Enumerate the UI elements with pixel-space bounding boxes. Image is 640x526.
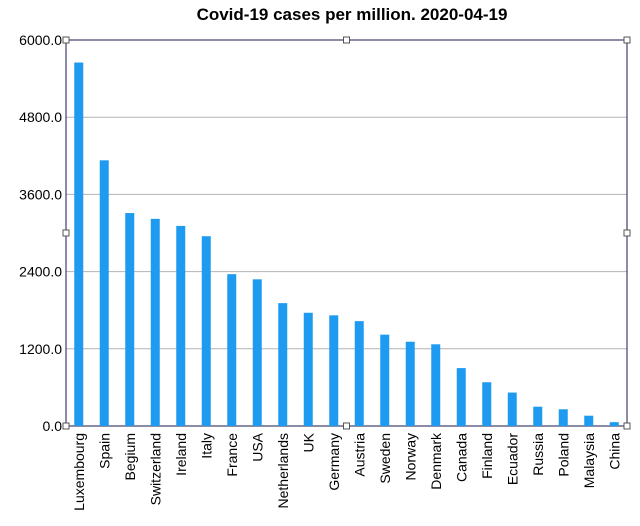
bar-poland [558,409,568,426]
x-tick-label: France [224,433,240,477]
chart-title: Covid-19 cases per million. 2020-04-19 [197,5,508,24]
x-tick-label: Germany [326,433,342,491]
x-tick-label: Netherlands [275,433,291,509]
x-tick-label: Austria [351,433,367,477]
bar-uk [303,312,313,426]
y-tick-label: 0.0 [43,418,63,434]
x-tick-label: UK [300,432,316,452]
x-tick-label: Italy [198,433,214,459]
y-tick-label: 3600.0 [19,186,62,202]
x-tick-label: China [606,433,622,470]
x-tick-label: Russia [530,433,546,476]
bar-ecuador [507,392,517,426]
resize-handle[interactable] [62,229,70,237]
bar-usa [252,279,262,426]
resize-handle[interactable] [62,36,70,44]
bar-begium [125,213,135,426]
bar-italy [201,236,211,426]
x-tick-label: Begium [122,433,138,480]
resize-handle[interactable] [62,422,70,430]
y-tick-label: 2400.0 [19,264,62,280]
resize-handle[interactable] [623,422,631,430]
x-tick-label: Malaysia [581,433,597,488]
resize-handle[interactable] [343,36,350,44]
bar-canada [456,368,466,426]
x-axis-labels: Luxembourg Spain Begium Switzerland Ireland I… [71,432,623,511]
bar-series [74,62,619,427]
y-tick-label: 6000.0 [19,32,62,48]
x-tick-label: Denmark [428,432,444,490]
bar-norway [405,341,415,426]
y-tick-label: 4800.0 [19,109,62,125]
bar-ireland [176,225,186,426]
x-tick-label: Spain [96,433,112,469]
bar-sweden [380,334,390,426]
x-tick-label: Ireland [173,433,189,476]
y-tick-label: 1200.0 [19,341,62,357]
bar-france [227,274,237,426]
bar-germany [329,315,339,426]
x-tick-label: Canada [453,433,469,482]
bar-china [609,422,619,426]
x-tick-label: Finland [479,433,495,479]
plot-frame [65,39,628,427]
bar-malaysia [584,415,594,426]
bar-spain [99,160,109,426]
bar-russia [533,406,543,426]
grid-lines [66,116,627,350]
selection-handles [62,36,631,430]
x-tick-label: Poland [555,433,571,477]
x-tick-label: Sweden [377,433,393,484]
plot-border [65,39,628,427]
x-tick-label: USA [249,432,265,461]
bar-luxembourg [74,62,84,427]
bar-austria [354,321,364,426]
x-tick-label: Ecuador [504,433,520,485]
bar-finland [482,382,492,426]
resize-handle[interactable] [623,36,631,44]
x-tick-label: Switzerland [147,433,163,505]
y-axis-ticks: 0.0 1200.0 2400.0 3600.0 4800.0 6000.0 [19,32,62,434]
resize-handle[interactable] [343,422,350,430]
x-tick-label: Norway [402,433,418,480]
bar-netherlands [278,303,288,426]
x-tick-label: Luxembourg [71,433,87,511]
resize-handle[interactable] [623,229,631,237]
bar-switzerland [150,218,160,426]
bar-denmark [431,344,441,426]
